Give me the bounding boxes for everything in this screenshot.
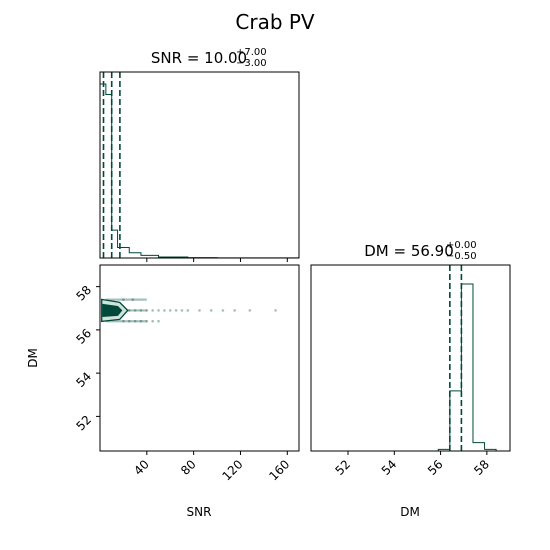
scatter-y-tick-label: 52 [73, 413, 94, 434]
dm-histogram-step-line [437, 283, 497, 451]
scatter-x-tick-label: 80 [178, 457, 199, 478]
snr-axis-label: SNR [187, 505, 212, 519]
snr-histogram-bin [112, 230, 118, 258]
scatter-point [151, 309, 154, 312]
snr-title-sub: −3.00 [236, 58, 267, 69]
dm-x-tick-label: 52 [332, 457, 353, 478]
scatter-point [139, 319, 143, 323]
snr-histogram-step-line [99, 83, 300, 259]
scatter-point [221, 309, 225, 312]
dm-title-main: DM = 56.90 [364, 242, 454, 260]
scatter-x-tick-label: 120 [219, 457, 245, 483]
scatter-point [248, 309, 252, 312]
scatter-point [157, 309, 160, 312]
snr-histogram-frame [99, 71, 300, 259]
scatter-point [233, 309, 236, 312]
scatter-point [174, 309, 178, 312]
dm-title-sup: +0.00 [446, 240, 477, 251]
scatter-point [127, 319, 131, 323]
dm-histogram-title: DM = 56.90 [364, 242, 454, 260]
dm-x-tick-label: 58 [471, 457, 492, 478]
scatter-point [133, 309, 137, 312]
dm-title-sub: −0.50 [446, 251, 477, 262]
snr-histogram-bin [106, 94, 112, 258]
scatter-point [180, 309, 184, 312]
scatter-point [145, 309, 149, 312]
dm-axis-label: DM [26, 348, 40, 368]
scatter-point [122, 298, 125, 301]
scatter-point [198, 309, 201, 312]
scatter-point [131, 298, 135, 301]
scatter-point [274, 309, 277, 312]
dm-x-tick-label: 56 [425, 457, 446, 478]
scatter-point [127, 309, 131, 312]
snr-histogram-title: SNR = 10.00 [151, 49, 247, 67]
scatter-x-tick-label: 40 [131, 457, 152, 478]
scatter-point [163, 309, 166, 312]
scatter-frame [99, 264, 300, 452]
scatter-panel: 40 80 120 160 52 54 56 58 SNR DM [26, 264, 300, 519]
scatter-y-tick-label: 58 [73, 283, 94, 304]
scatter-point [139, 309, 143, 312]
scatter-point [157, 319, 160, 323]
snr-title-main: SNR = 10.00 [151, 49, 247, 67]
scatter-point [186, 309, 190, 312]
dm-histogram-bin [450, 391, 462, 451]
snr-histogram-panel: SNR = 10.00 +7.00 −3.00 [99, 47, 300, 262]
scatter-point [133, 319, 137, 323]
scatter-point [145, 319, 149, 323]
dm-axis-label: DM [400, 505, 420, 519]
scatter-point [168, 309, 172, 312]
dm-histogram-panel: DM = 56.90 +0.00 −0.50 52 54 56 58 DM [310, 240, 511, 519]
snr-histogram-bin [129, 253, 141, 258]
scatter-point [122, 319, 125, 323]
figure-title: Crab PV [235, 10, 315, 34]
dm-x-tick-label: 54 [379, 457, 400, 478]
scatter-y-tick-label: 56 [73, 326, 94, 347]
scatter-y-tick-label: 54 [73, 369, 94, 390]
scatter-contour-inner [102, 303, 123, 317]
snr-title-sup: +7.00 [236, 47, 267, 58]
dm-histogram-bin [473, 443, 485, 451]
dm-histogram-frame [310, 264, 511, 452]
dm-histogram-bin [461, 284, 473, 451]
scatter-point [151, 319, 154, 323]
scatter-point [209, 309, 213, 312]
scatter-x-tick-label: 160 [266, 457, 292, 483]
